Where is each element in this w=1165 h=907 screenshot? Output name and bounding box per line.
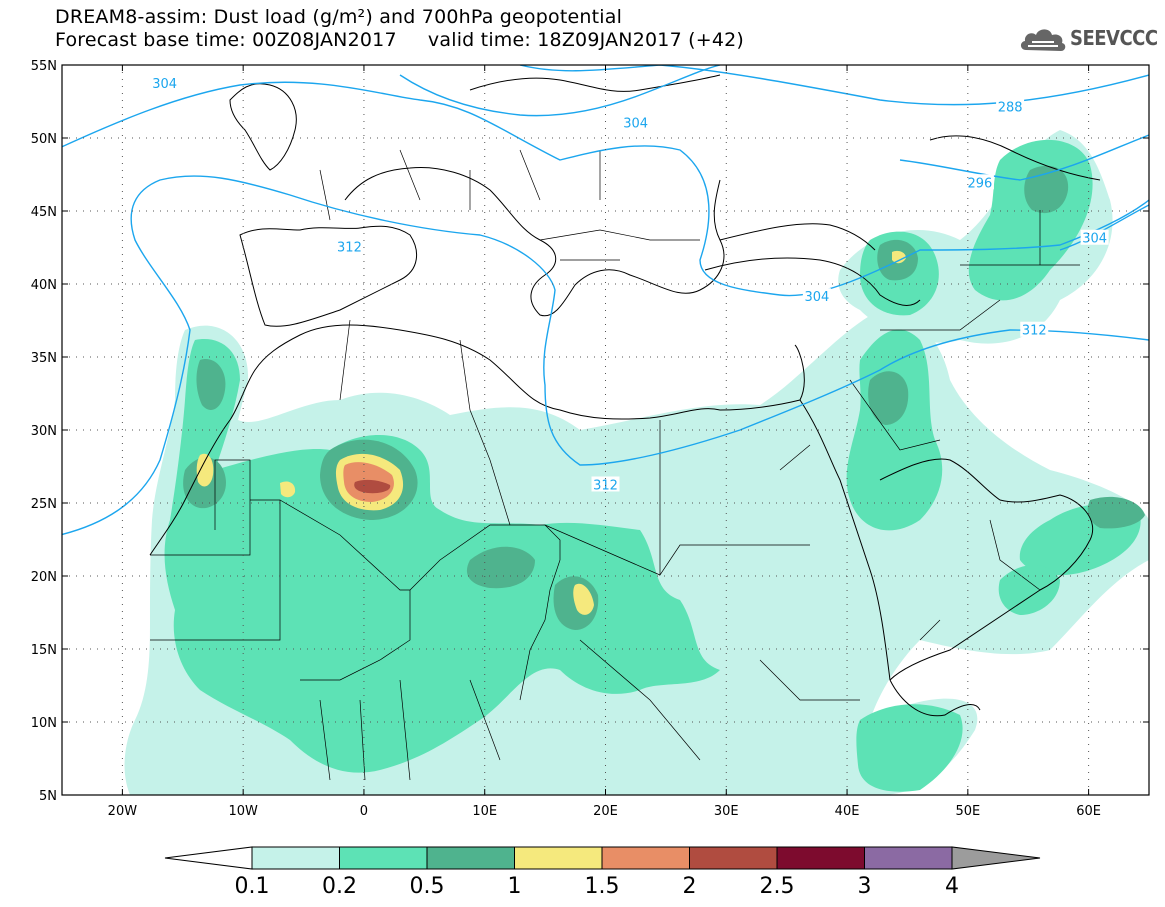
lat-tick-label: 45N [31, 205, 57, 220]
lon-tick-label: 0 [360, 804, 368, 819]
contour-label: 312 [337, 241, 362, 256]
coastlines [149, 74, 1101, 717]
gridlines [62, 64, 1149, 796]
lon-tick-label: 60E [1076, 804, 1101, 819]
contour-label-bg [150, 74, 179, 90]
logo-text: SEEVCCC [1070, 26, 1158, 50]
contour-label-bg [1080, 229, 1109, 245]
lat-tick-label: 10N [31, 716, 57, 731]
colorbar-level-label: 1 [508, 874, 522, 899]
lon-tick-label: 40E [835, 804, 860, 819]
contour-label-bg [591, 476, 620, 492]
colorbar-lower-extend [164, 846, 253, 870]
colorbar-swatch [251, 846, 340, 870]
colorbar-level-label: 2 [683, 874, 697, 899]
lat-tick-label: 20N [31, 570, 57, 585]
lat-tick-label: 40N [31, 278, 57, 293]
contour-label: 304 [152, 77, 177, 92]
lon-tick-label: 50E [955, 804, 980, 819]
latitude-labels: 55N 50N 45N 40N 35N 30N 25N 20N 15N 10N 5N [31, 59, 57, 804]
colorbar-swatch [514, 846, 603, 870]
lat-tick-label: 50N [31, 132, 57, 147]
contour-label-bg [335, 238, 364, 254]
contour-label: 304 [804, 290, 829, 305]
lon-tick-label: 20W [108, 804, 138, 819]
colorbar-level-label: 0.1 [235, 874, 270, 899]
colorbar: 0.1 0.2 0.5 1 1.5 2 2.5 3 4 [164, 846, 1041, 899]
lat-tick-label: 25N [31, 497, 57, 512]
colorbar-level-label: 3 [858, 874, 872, 899]
contour-label: 288 [998, 100, 1023, 115]
colorbar-swatch [776, 846, 865, 870]
colorbar-level-label: 0.5 [410, 874, 445, 899]
dust-shading-darkred [354, 479, 391, 494]
colorbar-swatch [864, 846, 953, 870]
colorbar-swatch [339, 846, 428, 870]
longitude-labels: 20W 10W 0 10E 20E 30E 40E 50E 60E [108, 804, 1101, 819]
contour-label-bg [621, 114, 650, 130]
colorbar-upper-extend [951, 846, 1041, 870]
colorbar-level-label: 2.5 [760, 874, 795, 899]
contour-label: 296 [967, 176, 992, 191]
contour-label: 304 [623, 116, 648, 131]
colorbar-level-label: 1.5 [585, 874, 620, 899]
country-borders [150, 149, 1080, 781]
contour-label-bg [1020, 321, 1049, 337]
seevccc-logo: SEEVCCC [1018, 24, 1158, 60]
lon-tick-label: 10W [228, 804, 258, 819]
lat-tick-label: 35N [31, 351, 57, 366]
contour-label-bg [996, 98, 1025, 114]
contour-label: 312 [1022, 324, 1047, 339]
colorbar-swatch [601, 846, 690, 870]
colorbar-level-label: 4 [945, 874, 959, 899]
forecast-time-subtitle: Forecast base time: 00Z08JAN2017 valid t… [55, 29, 745, 51]
colorbar-swatch [689, 846, 778, 870]
cloud-icon [1020, 29, 1066, 51]
lat-tick-label: 5N [39, 789, 57, 804]
contour-label-bg [802, 288, 831, 304]
contour-label: 304 [1082, 232, 1107, 247]
lon-tick-label: 20E [593, 804, 618, 819]
contour-label-bg [965, 174, 994, 190]
lat-tick-label: 15N [31, 643, 57, 658]
colorbar-swatch [426, 846, 515, 870]
lat-tick-label: 30N [31, 424, 57, 439]
lon-tick-label: 30E [714, 804, 739, 819]
colorbar-level-label: 0.2 [322, 874, 357, 899]
lon-tick-label: 10E [472, 804, 497, 819]
map-title: DREAM8-assim: Dust load (g/m²) and 700hP… [55, 6, 623, 28]
lat-tick-label: 55N [31, 59, 57, 74]
